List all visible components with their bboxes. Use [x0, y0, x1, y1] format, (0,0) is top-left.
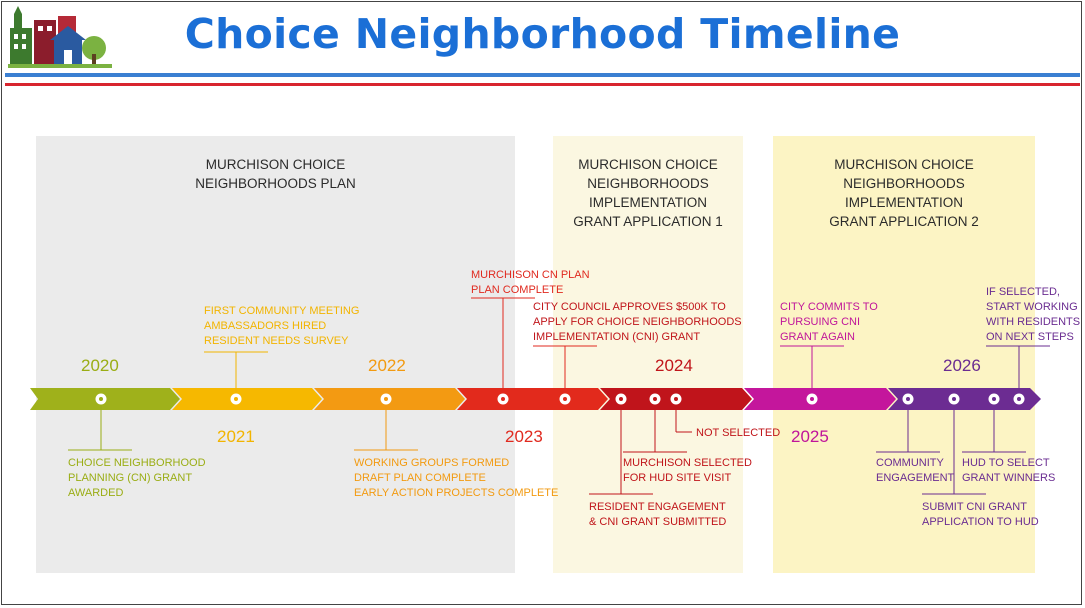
header-rule-blue [5, 73, 1080, 77]
event-line: FIRST COMMUNITY MEETING [204, 305, 360, 317]
phase-title-application-1: MURCHISON CHOICE NEIGHBORHOODS IMPLEMENT… [553, 155, 743, 231]
event-working-groups: WORKING GROUPS FORMED DRAFT PLAN COMPLET… [354, 456, 558, 501]
phase-title-line: GRANT APPLICATION 1 [573, 214, 723, 229]
phase-title-line: IMPLEMENTATION [844, 195, 963, 210]
year-label-2022: 2022 [368, 356, 406, 375]
year-label-2026: 2026 [943, 356, 981, 375]
event-line: IMPLEMENTATION (CNI) GRANT [533, 331, 701, 343]
event-line: EARLY ACTION PROJECTS COMPLETE [354, 487, 559, 499]
phase-title-line: NEIGHBORHOODS [843, 176, 965, 191]
phase-title-line: MURCHISON CHOICE [834, 157, 974, 172]
band-2021 [172, 388, 322, 410]
phase-title-line: IMPLEMENTATION [588, 195, 707, 210]
event-city-commits: CITY COMMITS TO PURSUING CNI GRANT AGAIN [780, 300, 878, 345]
event-line: CITY COMMITS TO [780, 301, 878, 313]
year-label-2020: 2020 [81, 356, 119, 375]
event-grant-submitted: RESIDENT ENGAGEMENT & CNI GRANT SUBMITTE… [589, 500, 726, 530]
event-line: GRANT WINNERS [962, 472, 1056, 484]
event-line: RESIDENT NEEDS SURVEY [204, 335, 349, 347]
event-line: GRANT AGAIN [780, 331, 855, 343]
event-hud-site-visit: MURCHISON SELECTED FOR HUD SITE VISIT [623, 456, 752, 486]
event-first-community-meeting: FIRST COMMUNITY MEETING AMBASSADORS HIRE… [204, 304, 359, 349]
year-label-2024: 2024 [655, 356, 693, 375]
phase-panel-plan [36, 136, 515, 573]
event-council-approves: CITY COUNCIL APPROVES $500K TO APPLY FOR… [533, 300, 742, 345]
event-line: AMBASSADORS HIRED [204, 320, 327, 332]
page-title: Choice Neighborhood Timeline [184, 10, 901, 58]
band-2026 [888, 388, 1041, 410]
year-label-2023: 2023 [505, 427, 543, 446]
event-line: SUBMIT CNI GRANT [922, 501, 1027, 513]
phase-title-line: NEIGHBORHOODS PLAN [195, 176, 356, 191]
event-hud-select-winners: HUD TO SELECT GRANT WINNERS [962, 456, 1055, 486]
phase-panel-application-1 [553, 136, 743, 573]
event-community-engagement: COMMUNITY ENGAGEMENT [876, 456, 954, 486]
phase-title-line: MURCHISON CHOICE [578, 157, 718, 172]
band-2023 [457, 388, 608, 410]
band-2025 [744, 388, 896, 410]
event-line: PLANNING (CN) GRANT [68, 472, 193, 484]
phase-title-plan: MURCHISON CHOICE NEIGHBORHOODS PLAN [36, 155, 515, 193]
phase-title-line: MURCHISON CHOICE [205, 157, 346, 172]
event-cn-grant-awarded: CHOICE NEIGHBORHOOD PLANNING (CN) GRANT … [68, 456, 206, 501]
event-line: CHOICE NEIGHBORHOOD [68, 457, 206, 469]
event-line: MURCHISON CN PLAN [471, 269, 590, 281]
event-line: CITY COUNCIL APPROVES $500K TO [533, 301, 726, 313]
phase-title-application-2: MURCHISON CHOICE NEIGHBORHOODS IMPLEMENT… [773, 155, 1035, 231]
event-line: IF SELECTED, [986, 286, 1060, 298]
event-line: START WORKING [986, 301, 1078, 313]
event-line: NOT SELECTED [696, 427, 781, 439]
event-line: ENGAGEMENT [876, 472, 955, 484]
event-next-steps: IF SELECTED, START WORKING WITH RESIDENT… [986, 285, 1080, 345]
year-label-2021: 2021 [217, 427, 255, 446]
event-line: AWARDED [68, 487, 124, 499]
year-label-2025: 2025 [791, 427, 829, 446]
event-line: HUD TO SELECT [962, 457, 1050, 469]
event-line: WORKING GROUPS FORMED [354, 457, 510, 469]
neighborhood-logo [8, 6, 112, 68]
header-rule-red [5, 83, 1080, 86]
event-line: ON NEXT STEPS [986, 331, 1074, 343]
event-line: WITH RESIDENTS [986, 316, 1081, 328]
event-not-selected: NOT SELECTED [696, 426, 780, 441]
phase-title-line: GRANT APPLICATION 2 [829, 214, 979, 229]
event-line: RESIDENT ENGAGEMENT [589, 501, 726, 513]
event-submit-cni-grant: SUBMIT CNI GRANT APPLICATION TO HUD [922, 500, 1039, 530]
event-line: MURCHISON SELECTED [623, 457, 752, 469]
event-line: APPLICATION TO HUD [922, 516, 1039, 528]
event-line: DRAFT PLAN COMPLETE [354, 472, 486, 484]
event-line: APPLY FOR CHOICE NEIGHBORHOODS [533, 316, 742, 328]
event-line: PLAN COMPLETE [471, 284, 564, 296]
phase-panel-application-2 [773, 136, 1035, 573]
event-line: & CNI GRANT SUBMITTED [589, 516, 727, 528]
event-plan-complete: MURCHISON CN PLAN PLAN COMPLETE [471, 268, 590, 298]
phase-title-line: NEIGHBORHOODS [587, 176, 709, 191]
event-line: COMMUNITY [876, 457, 944, 469]
event-line: FOR HUD SITE VISIT [623, 472, 732, 484]
event-line: PURSUING CNI [780, 316, 861, 328]
